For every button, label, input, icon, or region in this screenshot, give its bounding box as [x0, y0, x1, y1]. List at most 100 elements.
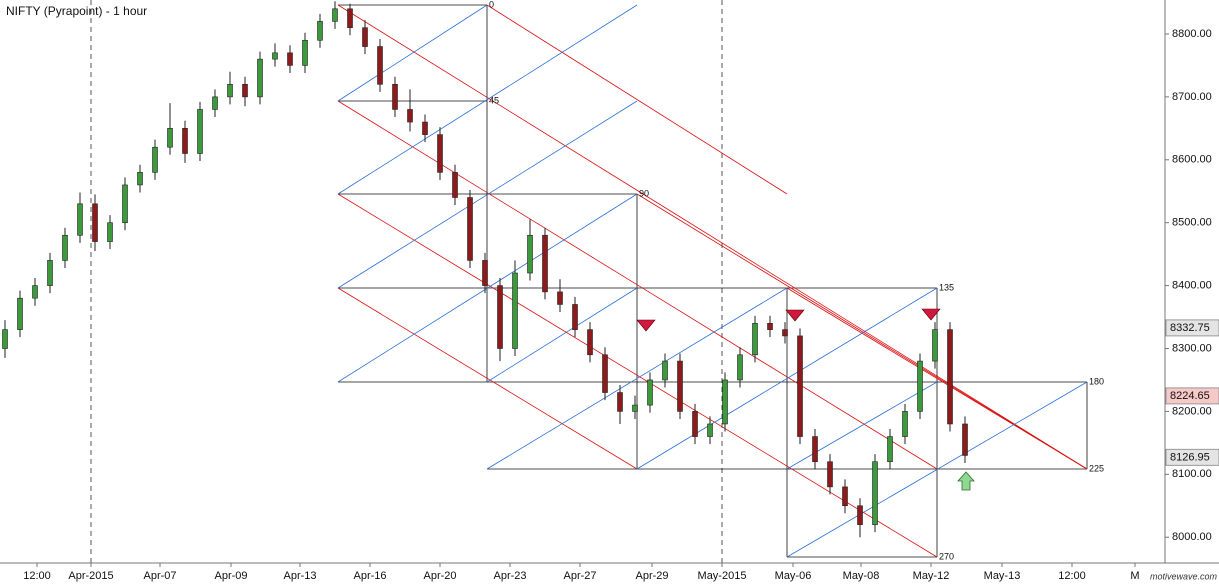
candle-body [347, 8, 353, 28]
gann-red-line [337, 287, 638, 470]
candle-body [197, 109, 203, 154]
price-marker [1165, 448, 1219, 466]
y-tick-label: 8400.00 [1172, 279, 1212, 291]
x-tick-label: Apr-07 [143, 570, 176, 582]
x-tick-label: 12:00 [1058, 570, 1086, 582]
gann-blue-line [486, 287, 788, 470]
gann-red-line [636, 193, 1088, 470]
gann-blue-line [337, 193, 638, 383]
gann-blue-line [337, 100, 638, 289]
x-tick-label: May-06 [775, 570, 812, 582]
candle-body [932, 329, 938, 362]
candle-body [617, 392, 623, 412]
x-tick-label: 12:00 [23, 570, 51, 582]
candle-body [62, 234, 68, 261]
candle-body [602, 354, 608, 393]
candle-body [962, 423, 968, 456]
gann-label: 0 [489, 0, 494, 9]
candle-body [32, 285, 38, 299]
candle-body [572, 304, 578, 330]
gann-red-line [786, 287, 1088, 470]
candle-body [557, 291, 563, 305]
candle-body [482, 260, 488, 286]
candle-body [17, 297, 23, 330]
sell-signal [636, 319, 656, 332]
candle-body [782, 329, 788, 337]
y-tick-label: 8000.00 [1172, 531, 1212, 543]
candle-body [212, 96, 218, 110]
candle-body [107, 222, 113, 242]
candle-body [722, 379, 728, 425]
gann-label: 135 [939, 282, 954, 292]
candle-body [407, 109, 413, 123]
candle-body [362, 27, 368, 47]
candle-body [257, 58, 263, 98]
price-marker [1165, 387, 1219, 405]
candle-body [47, 260, 53, 286]
sell-signal [921, 308, 941, 321]
x-tick-label: M [1130, 570, 1139, 582]
candle-body [812, 436, 818, 463]
x-tick-label: May-08 [843, 570, 880, 582]
gann-blue-line [786, 381, 938, 470]
candle-body [317, 21, 323, 41]
candle-body [542, 234, 548, 293]
candle-body [467, 197, 473, 261]
gann-blue-line [786, 381, 1088, 558]
y-tick-label: 8100.00 [1172, 468, 1212, 480]
candle-body [137, 172, 143, 186]
x-tick-label: Apr-09 [214, 570, 247, 582]
candle-body [227, 83, 233, 98]
candle-body [287, 52, 293, 66]
y-tick-label: 8500.00 [1172, 217, 1212, 229]
price-marker-label: 8332.75 [1170, 322, 1210, 334]
x-tick-label: Apr-20 [423, 570, 456, 582]
gann-blue-line [636, 287, 938, 470]
x-tick-label: Apr-2015 [68, 570, 113, 582]
chart-title: NIFTY (Pyrapoint) - 1 hour [6, 4, 147, 18]
candle-body [437, 134, 443, 173]
candle-body [392, 83, 398, 110]
x-tick-label: May-12 [913, 570, 950, 582]
x-tick-label: May-13 [984, 570, 1021, 582]
gann-label: 90 [639, 188, 649, 198]
gann-blue-line [337, 4, 488, 102]
gann-label: 45 [489, 95, 499, 105]
gann-label: 270 [939, 551, 954, 561]
x-tick-label: May-2015 [698, 570, 747, 582]
gann-label: 180 [1089, 376, 1104, 386]
candle-body [887, 436, 893, 463]
candle-body [527, 234, 533, 274]
candle-body [947, 329, 953, 425]
gann-red-line [486, 4, 788, 195]
candle-body [302, 39, 308, 66]
x-tick-label: Apr-23 [493, 570, 526, 582]
candle-body [587, 329, 593, 356]
candle-body [512, 272, 518, 349]
candle-body [242, 83, 248, 98]
y-tick-label: 8700.00 [1172, 91, 1212, 103]
candle-body [797, 335, 803, 437]
candle-body [377, 46, 383, 85]
candle-body [167, 128, 173, 148]
x-tick-label: Apr-27 [563, 570, 596, 582]
x-tick-label: Apr-13 [283, 570, 316, 582]
gann-red-line [337, 4, 1088, 470]
candle-body [632, 404, 638, 412]
gann-red-line [337, 193, 938, 558]
candle-body [422, 121, 428, 135]
candle-body [737, 354, 743, 381]
candle-body [182, 128, 188, 154]
watermark: motivewave.com [1150, 571, 1218, 581]
x-tick-label: Apr-29 [635, 570, 668, 582]
price-marker-label: 8224.65 [1170, 390, 1210, 402]
y-tick-label: 8300.00 [1172, 342, 1212, 354]
price-marker [1165, 319, 1219, 337]
candle-body [452, 172, 458, 198]
price-marker-label: 8126.95 [1170, 451, 1210, 463]
candle-body [92, 203, 98, 242]
candle-body [767, 323, 773, 330]
candle-body [842, 486, 848, 507]
